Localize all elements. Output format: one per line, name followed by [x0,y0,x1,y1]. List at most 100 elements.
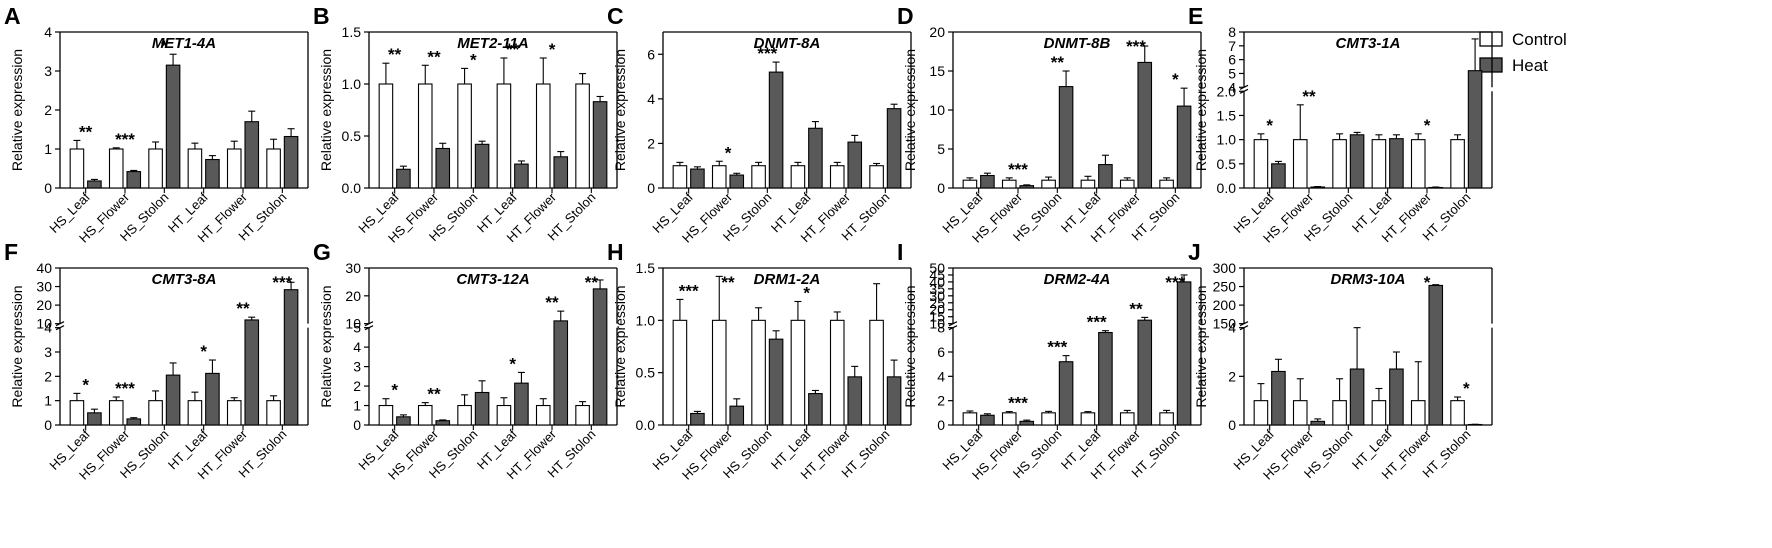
y-tick-label: 15 [929,63,945,79]
y-tick-label: 30 [345,260,361,276]
bar-heat [1098,331,1113,426]
bar-control [869,319,884,426]
bar-control [1041,412,1056,426]
significance-label: *** [1126,37,1146,56]
bar-control [962,179,978,189]
bar-control [457,404,472,426]
bar-control [1253,139,1269,189]
bar-control [1119,179,1135,189]
bar-control [148,148,163,189]
y-tick-label: 2 [44,102,52,118]
bar-control [187,400,203,426]
y-tick-label: 0.0 [1217,180,1237,196]
y-tick-label: 1.5 [342,24,362,40]
bar-control [378,404,394,426]
y-tick-label: 20 [36,297,52,313]
bar-heat [980,414,995,426]
significance-label: ** [506,40,520,59]
y-tick-label: 0 [937,417,945,433]
bar-heat [1176,281,1192,426]
significance-label: * [1424,273,1431,292]
bar-heat [847,376,863,426]
bar-heat [1310,420,1326,426]
y-tick-label: 4 [353,339,361,355]
significance-label: ** [585,273,599,292]
bar-control [496,83,512,189]
y-axis-label: Relative expression [902,285,918,407]
bar-heat [87,180,102,189]
bar-control [1080,179,1096,189]
bar-control [187,148,203,189]
bar-heat [690,412,705,426]
panel-title: MET2-11A [457,35,528,52]
y-tick-label: 8 [1228,24,1236,40]
y-tick-label: 0 [647,180,655,196]
significance-label: * [391,381,398,400]
bar-control [829,165,845,189]
panel-title: DRM2-4A [1044,271,1111,288]
y-tick-label: 4 [44,320,52,336]
bar-heat [1098,164,1113,189]
panel-letter: E [1188,3,1203,29]
bar-control [108,400,124,426]
y-tick-label: 10 [929,316,945,332]
bar-heat [1428,186,1444,189]
y-tick-label: 4 [1228,320,1236,336]
significance-label: ** [721,273,735,292]
panel-letter: A [4,3,21,29]
significance-label: *** [1165,273,1185,292]
significance-label: *** [272,273,292,292]
bar-heat [514,163,529,189]
bar-heat [435,147,451,189]
y-tick-label: 7 [1228,38,1236,54]
y-tick-label: 5 [353,320,361,336]
bar-heat [1349,134,1365,189]
bar-control [829,319,845,426]
significance-label: * [725,143,732,162]
y-tick-label: 45 [929,267,945,283]
bar-heat [808,393,823,426]
bar-heat [768,338,784,426]
bar-control [535,404,551,426]
bar-control [962,412,978,426]
bar-control [1080,412,1096,426]
panel-title: CMT3-8A [151,271,216,288]
significance-label: * [161,37,168,56]
bar-control [417,83,433,189]
y-tick-label: 20 [345,288,361,304]
panel-letter: F [4,239,18,265]
bar-heat [396,416,411,426]
bar-control [751,319,766,426]
y-tick-label: 4 [937,368,945,384]
bar-heat [768,71,784,189]
bar-control [1371,400,1387,426]
significance-label: ** [1129,299,1143,318]
bar-control [1410,400,1426,426]
bar-control [1371,139,1387,189]
significance-label: ** [1051,53,1065,72]
panel-letter: J [1188,239,1201,265]
bar-heat [126,171,142,189]
bar-heat [729,174,745,189]
bar-heat [283,135,299,189]
bar-heat [1058,86,1074,189]
y-tick-label: 1.5 [1217,107,1237,123]
bar-heat [126,418,142,426]
y-tick-label: 8 [937,320,945,336]
bar-control [1159,412,1174,426]
significance-label: *** [1087,313,1107,332]
bar-heat [553,320,569,426]
bar-control [1450,139,1465,189]
bar-heat [87,412,102,426]
bar-heat [474,391,490,426]
y-tick-label: 0 [937,180,945,196]
bar-heat [205,372,220,426]
panel-h: 0.0 0.5 1.0 1.5 H DRM1-2A Relative expression *… [607,239,912,483]
bar-heat [1349,368,1365,426]
y-tick-label: 20 [929,302,945,318]
significance-label: *** [1008,394,1028,413]
panel-title: DNMT-8A [754,35,821,52]
bar-control [226,400,242,426]
